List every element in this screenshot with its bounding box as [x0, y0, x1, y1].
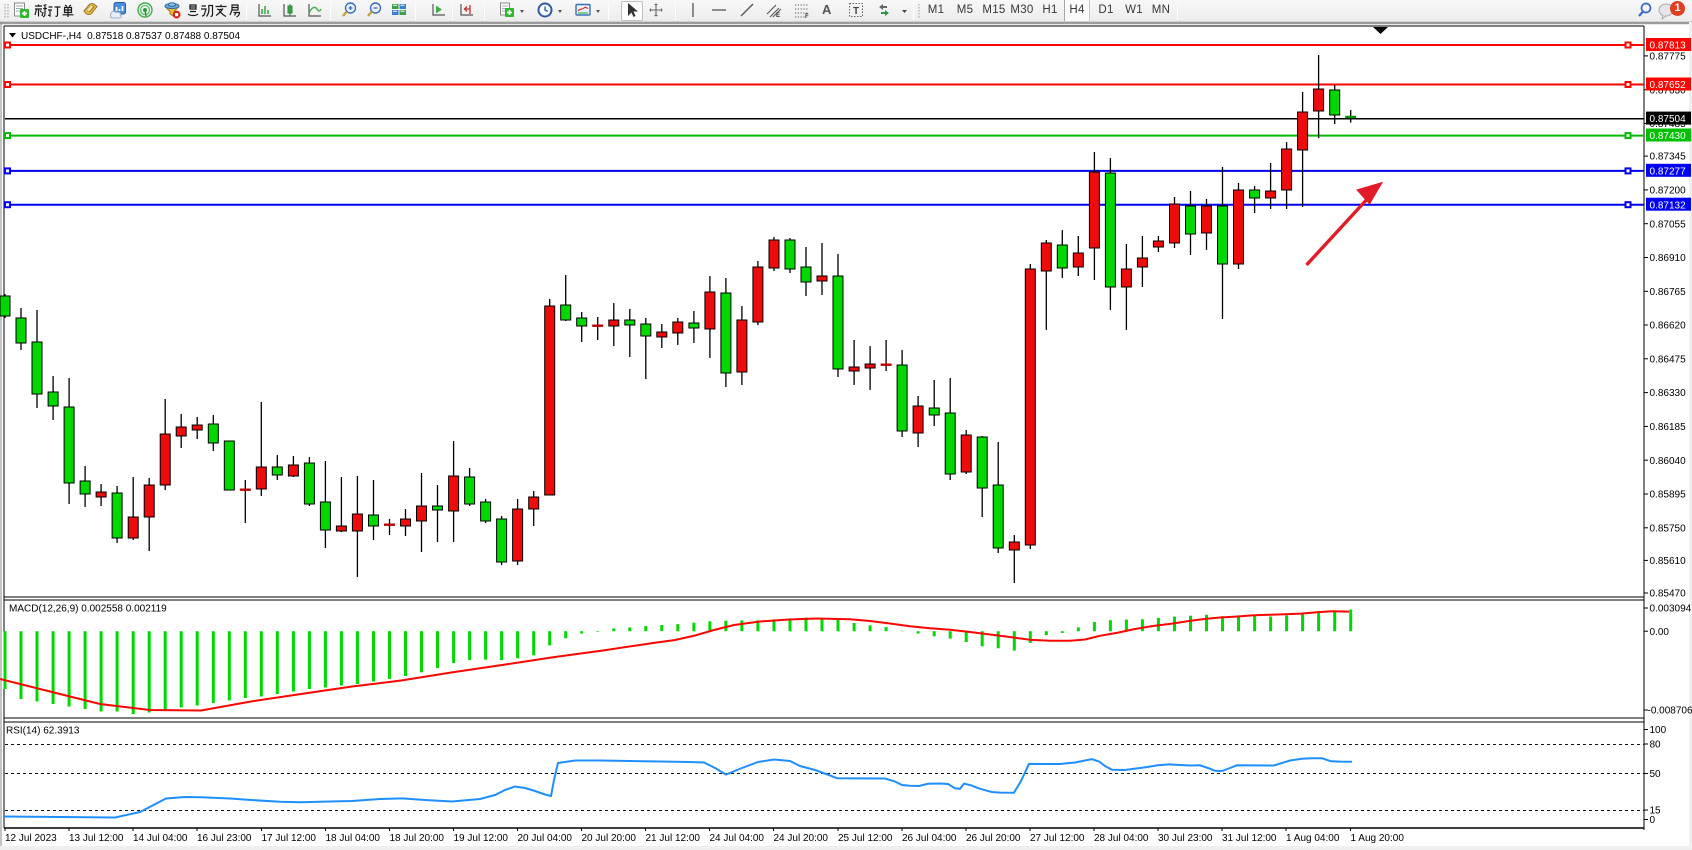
- svg-text:0.87630: 0.87630: [1650, 85, 1687, 96]
- svg-text:0: 0: [1650, 815, 1656, 826]
- svg-text:T: T: [853, 6, 859, 17]
- svg-text:15: 15: [1650, 806, 1662, 817]
- svg-text:0.86620: 0.86620: [1650, 321, 1687, 332]
- svg-text:26 Jul 20:00: 26 Jul 20:00: [966, 833, 1021, 844]
- svg-text:28 Jul 04:00: 28 Jul 04:00: [1094, 833, 1149, 844]
- svg-text:0.87055: 0.87055: [1650, 219, 1687, 230]
- svg-text:0.85610: 0.85610: [1650, 556, 1687, 567]
- svg-text:1 Aug 04:00: 1 Aug 04:00: [1286, 833, 1340, 844]
- svg-text:18 Jul 04:00: 18 Jul 04:00: [326, 833, 381, 844]
- svg-text:24 Jul 04:00: 24 Jul 04:00: [710, 833, 765, 844]
- svg-text:14 Jul 04:00: 14 Jul 04:00: [133, 833, 188, 844]
- svg-text:0.86475: 0.86475: [1650, 354, 1687, 365]
- svg-text:0.87485: 0.87485: [1650, 119, 1687, 130]
- svg-text:17 Jul 12:00: 17 Jul 12:00: [262, 833, 317, 844]
- svg-text:0.87652: 0.87652: [1650, 80, 1687, 91]
- svg-text:26 Jul 04:00: 26 Jul 04:00: [902, 833, 957, 844]
- svg-text:21 Jul 12:00: 21 Jul 12:00: [646, 833, 701, 844]
- svg-text:USDCHF-,H4 0.87518 0.87537 0.: USDCHF-,H4 0.87518 0.87537 0.87488 0.875…: [21, 31, 240, 42]
- svg-text:0.00: 0.00: [1650, 627, 1670, 638]
- svg-text:100: 100: [1650, 725, 1667, 736]
- svg-text:0.85750: 0.85750: [1650, 523, 1687, 534]
- svg-text:-0.008706: -0.008706: [1648, 706, 1692, 717]
- svg-text:1 Aug 20:00: 1 Aug 20:00: [1351, 833, 1405, 844]
- svg-text:13 Jul 12:00: 13 Jul 12:00: [69, 833, 124, 844]
- svg-text:RSI(14) 62.3913: RSI(14) 62.3913: [6, 726, 80, 737]
- svg-text:0.87345: 0.87345: [1650, 152, 1687, 163]
- svg-text:0.87813: 0.87813: [1650, 41, 1687, 52]
- svg-text:0.86040: 0.86040: [1650, 456, 1687, 467]
- svg-text:MACD(12,26,9) 0.002558 0.00211: MACD(12,26,9) 0.002558 0.002119: [9, 604, 167, 615]
- svg-text:0.85895: 0.85895: [1650, 490, 1687, 501]
- svg-text:0.003094: 0.003094: [1650, 604, 1692, 615]
- svg-text:0.87277: 0.87277: [1650, 166, 1687, 177]
- svg-text:20 Jul 04:00: 20 Jul 04:00: [518, 833, 573, 844]
- svg-text:16 Jul 23:00: 16 Jul 23:00: [197, 833, 252, 844]
- svg-text:30 Jul 23:00: 30 Jul 23:00: [1158, 833, 1213, 844]
- svg-text:27 Jul 12:00: 27 Jul 12:00: [1030, 833, 1085, 844]
- svg-text:80: 80: [1650, 740, 1662, 751]
- svg-text:0.85470: 0.85470: [1650, 589, 1687, 600]
- svg-text:0.86910: 0.86910: [1650, 253, 1687, 264]
- svg-text:E: E: [776, 13, 780, 19]
- svg-text:F: F: [805, 14, 809, 20]
- svg-text:0.87132: 0.87132: [1650, 200, 1687, 211]
- svg-text:31 Jul 12:00: 31 Jul 12:00: [1222, 833, 1277, 844]
- svg-text:20 Jul 20:00: 20 Jul 20:00: [582, 833, 637, 844]
- svg-text:25 Jul 12:00: 25 Jul 12:00: [838, 833, 893, 844]
- svg-text:0.87504: 0.87504: [1650, 114, 1687, 125]
- svg-text:0.87430: 0.87430: [1650, 131, 1687, 142]
- svg-text:0.86765: 0.86765: [1650, 287, 1687, 298]
- svg-text:0.86185: 0.86185: [1650, 422, 1687, 433]
- svg-text:0.86330: 0.86330: [1650, 388, 1687, 399]
- svg-text:19 Jul 12:00: 19 Jul 12:00: [454, 833, 509, 844]
- svg-text:0.87775: 0.87775: [1650, 52, 1687, 63]
- svg-text:24 Jul 20:00: 24 Jul 20:00: [774, 833, 829, 844]
- svg-text:50: 50: [1650, 769, 1662, 780]
- svg-text:18 Jul 20:00: 18 Jul 20:00: [390, 833, 445, 844]
- svg-text:0.87200: 0.87200: [1650, 186, 1687, 197]
- svg-text:12 Jul 2023: 12 Jul 2023: [5, 833, 57, 844]
